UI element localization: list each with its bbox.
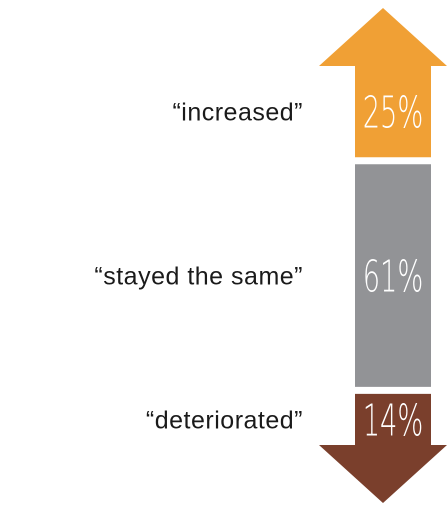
segment-stayed-the-same — [355, 164, 431, 387]
value-label: 14% — [363, 395, 424, 447]
category-label: “increased” — [172, 99, 303, 127]
segment-deteriorated — [319, 393, 447, 503]
category-labels: “increased” “stayed the same” “deteriorate… — [94, 99, 303, 435]
category-label: “stayed the same” — [94, 263, 303, 291]
category-label: “deteriorated” — [146, 406, 303, 434]
value-label: 25% — [363, 87, 424, 139]
arrow-segments: 25% 61% 14% — [319, 8, 447, 503]
value-label: 61% — [363, 251, 424, 303]
segment-increased — [319, 8, 447, 158]
